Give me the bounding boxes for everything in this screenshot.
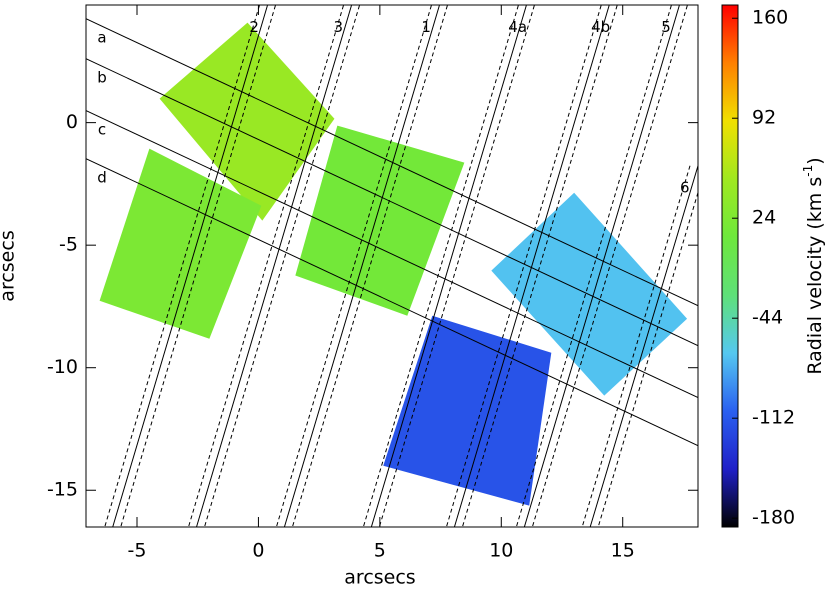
- slit-label: c: [98, 121, 106, 139]
- slit-label: 6: [680, 178, 690, 196]
- slit-label: 4a: [508, 18, 527, 36]
- colorbar-label: Radial velocity (km s-1): [801, 157, 826, 374]
- slit-line: [86, 158, 698, 447]
- slit-label: 4b: [591, 18, 610, 36]
- colorbar-label-text: Radial velocity (km s: [804, 177, 826, 375]
- slit-line: [86, 18, 698, 307]
- colorbar-tick-label: 160: [752, 7, 788, 29]
- slit-line: [370, 5, 527, 527]
- colorbar-tick-label: -44: [752, 307, 783, 329]
- velocity-patch: [159, 22, 335, 221]
- slit-label: b: [97, 69, 107, 87]
- colorbar: [721, 4, 739, 528]
- slit-label: 5: [661, 18, 671, 36]
- y-tick-label: -5: [59, 234, 78, 256]
- colorbar-label-end: ): [804, 157, 826, 164]
- y-axis-label: arcsecs: [0, 230, 19, 301]
- colorbar-tick-label: -180: [752, 507, 795, 529]
- slit-label: d: [97, 169, 107, 187]
- slit-line: [523, 5, 680, 527]
- plot-area: [86, 5, 698, 527]
- colorbar-label-sup: -1: [801, 165, 815, 177]
- colorbar-tick-label: 24: [752, 207, 776, 229]
- slit-line: [453, 5, 610, 527]
- y-tick-label: -15: [47, 479, 78, 501]
- velocity-patch: [383, 315, 552, 506]
- slit-line: [196, 5, 352, 527]
- x-tick-label: -5: [128, 540, 147, 562]
- colorbar-tick-label: -112: [752, 407, 795, 429]
- x-tick-label: 5: [374, 540, 386, 562]
- x-tick-label: 10: [489, 540, 513, 562]
- slit-line: [86, 58, 698, 347]
- slit-line: [86, 110, 698, 399]
- slit-label: 2: [249, 18, 259, 36]
- x-tick-label: 0: [252, 540, 264, 562]
- colorbar-tick-label: 92: [752, 107, 776, 129]
- slit-line: [283, 5, 440, 527]
- x-axis-label: arcsecs: [344, 567, 415, 589]
- x-tick-label: 15: [611, 540, 635, 562]
- slit-label: 3: [333, 18, 343, 36]
- slit-label: 1: [421, 18, 431, 36]
- plot-frame: [85, 4, 699, 528]
- slit-line: [589, 165, 698, 527]
- slit-line: [112, 5, 268, 527]
- slit-label: a: [97, 29, 106, 47]
- y-tick-label: -10: [47, 356, 78, 378]
- velocity-patch: [99, 148, 262, 339]
- y-tick-label: 0: [66, 111, 78, 133]
